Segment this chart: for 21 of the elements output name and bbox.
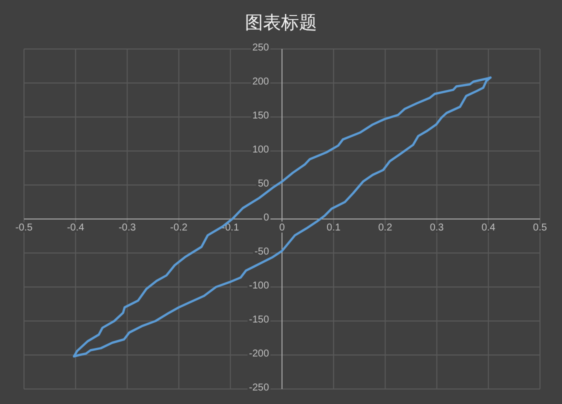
x-tick-label: -0.1 (222, 222, 240, 234)
x-tick-label: -0.5 (15, 222, 34, 234)
y-tick-label: -50 (254, 246, 270, 258)
y-tick-label: -250 (248, 382, 270, 394)
x-tick-label: -0.3 (118, 222, 136, 234)
x-tick-label: 0.1 (326, 222, 341, 234)
x-tick-label: -0.4 (66, 222, 85, 234)
x-tick-label: -0.2 (170, 222, 188, 234)
y-tick-label: 250 (252, 42, 270, 54)
y-tick-label: 200 (252, 76, 270, 88)
x-tick-label: 0.2 (378, 222, 393, 234)
y-tick-label: -200 (248, 348, 270, 360)
x-tick-label: 0.3 (430, 222, 444, 234)
y-tick-label: -100 (248, 280, 270, 292)
x-tick-label: 0.5 (533, 222, 548, 234)
y-tick-label: 100 (252, 144, 270, 156)
y-tick-label: -150 (248, 314, 270, 326)
chart-title: 图表标题 (245, 12, 317, 34)
y-tick-label: 150 (252, 110, 270, 122)
y-tick-label: 50 (258, 178, 270, 190)
x-tick-label: 0.4 (481, 222, 496, 234)
